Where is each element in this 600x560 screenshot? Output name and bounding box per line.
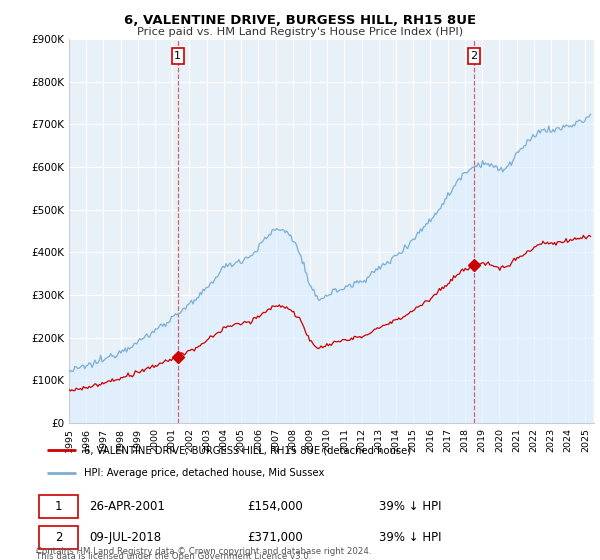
Text: HPI: Average price, detached house, Mid Sussex: HPI: Average price, detached house, Mid …: [83, 468, 324, 478]
Text: 1: 1: [174, 52, 181, 61]
Text: 39% ↓ HPI: 39% ↓ HPI: [379, 531, 442, 544]
Text: Contains HM Land Registry data © Crown copyright and database right 2024.: Contains HM Land Registry data © Crown c…: [36, 547, 371, 556]
Text: £154,000: £154,000: [247, 500, 303, 513]
Text: 26-APR-2001: 26-APR-2001: [89, 500, 164, 513]
Text: 1: 1: [55, 500, 62, 513]
Text: £371,000: £371,000: [247, 531, 303, 544]
Text: 2: 2: [55, 531, 62, 544]
Text: 6, VALENTINE DRIVE, BURGESS HILL, RH15 8UE: 6, VALENTINE DRIVE, BURGESS HILL, RH15 8…: [124, 14, 476, 27]
FancyBboxPatch shape: [38, 494, 78, 518]
Text: Price paid vs. HM Land Registry's House Price Index (HPI): Price paid vs. HM Land Registry's House …: [137, 27, 463, 37]
Text: 6, VALENTINE DRIVE, BURGESS HILL, RH15 8UE (detached house): 6, VALENTINE DRIVE, BURGESS HILL, RH15 8…: [83, 445, 410, 455]
Text: 2: 2: [470, 52, 478, 61]
FancyBboxPatch shape: [38, 526, 78, 549]
Text: 39% ↓ HPI: 39% ↓ HPI: [379, 500, 442, 513]
Text: 09-JUL-2018: 09-JUL-2018: [89, 531, 161, 544]
Text: This data is licensed under the Open Government Licence v3.0.: This data is licensed under the Open Gov…: [36, 552, 311, 560]
